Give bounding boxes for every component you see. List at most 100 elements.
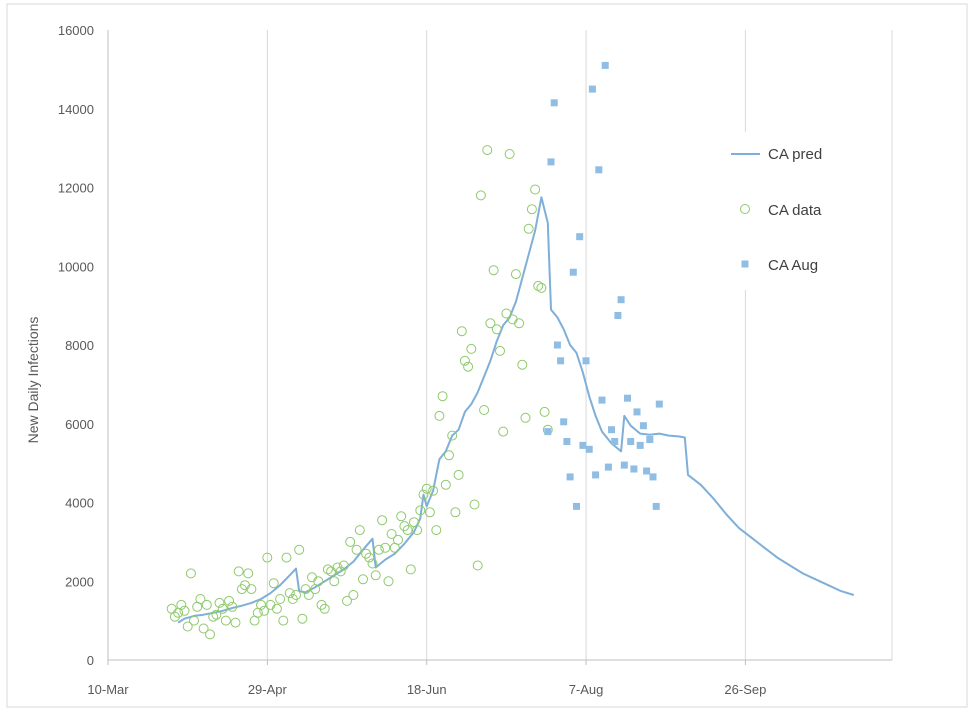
ca-data-point [533, 280, 544, 291]
x-tick-label: 7-Aug [569, 682, 604, 697]
ca-data-point [463, 361, 474, 372]
x-tick-label: 18-Jun [407, 682, 447, 697]
ca-aug-point [639, 422, 647, 430]
ca-data-point [488, 265, 499, 276]
series-ca-pred [177, 196, 855, 624]
ca-aug-point [617, 296, 625, 304]
ca-data-point [313, 576, 324, 587]
ca-aug-point [595, 166, 603, 174]
ca-data-point [498, 426, 509, 437]
ca-aug-point [655, 400, 663, 408]
ca-data-point [300, 584, 311, 595]
ca-aug-point [544, 428, 552, 436]
y-tick-label: 16000 [58, 23, 94, 38]
y-tick-label: 10000 [58, 259, 94, 274]
ca-data-point [278, 615, 289, 626]
ca-data-point [364, 552, 375, 563]
ca-data-point [284, 588, 295, 599]
ca-aug-point [608, 426, 615, 434]
ca-aug-point [611, 438, 619, 445]
y-tick-label: 12000 [58, 181, 94, 196]
ca-data-point [405, 564, 416, 575]
ca-data-point [510, 269, 521, 280]
ca-pred-line [177, 196, 855, 624]
ca-data-point [383, 576, 394, 587]
ca-data-point [338, 560, 349, 571]
ca-data-point [386, 529, 397, 539]
axes [107, 30, 892, 665]
ca-data-point [367, 558, 378, 569]
ca-data-point [440, 479, 451, 490]
ca-data-point [329, 576, 340, 587]
ca-data-point [479, 405, 490, 415]
ca-data-point [224, 595, 235, 606]
legend-label: CA pred [768, 146, 822, 163]
legend-label: CA data [768, 202, 822, 219]
ca-data-point [275, 594, 286, 604]
ca-data-point [176, 599, 187, 610]
ca-aug-point [579, 441, 587, 449]
ca-data-point [539, 406, 550, 417]
ca-aug-point [573, 502, 580, 510]
y-tick-label: 0 [87, 653, 94, 668]
ca-data-point [373, 544, 384, 555]
ca-data-point [348, 590, 359, 600]
ca-data-point [466, 343, 477, 354]
ca-data-point [517, 359, 528, 370]
ca-aug-point [582, 357, 590, 365]
ca-data-point [469, 499, 480, 510]
ca-aug-point [643, 467, 651, 475]
ca-data-point [214, 597, 225, 608]
legend-label: CA Aug [768, 257, 818, 274]
ca-data-point [424, 507, 435, 518]
ca-data-point [514, 318, 525, 329]
ca-data-point [526, 204, 537, 215]
ca-data-point [370, 570, 381, 581]
ca-aug-point [604, 463, 612, 471]
ca-data-point [472, 560, 483, 571]
ca-data-point [230, 617, 241, 628]
ca-data-point [342, 595, 352, 606]
series-ca-data [166, 145, 553, 640]
ca-data-point [297, 613, 308, 624]
ca-aug-point [547, 158, 555, 166]
ca-data-point [211, 609, 222, 620]
ca-aug-point [627, 438, 635, 445]
ca-data-point [431, 525, 442, 536]
ca-data-point [447, 430, 458, 441]
ca-data-point [444, 450, 454, 461]
ca-data-point [495, 345, 505, 356]
ca-data-point [303, 590, 314, 600]
ca-data-point [189, 615, 199, 626]
ca-data-point [491, 324, 502, 335]
ca-data-point [450, 507, 461, 518]
ca-data-point [434, 410, 445, 421]
ca-data-point [259, 605, 270, 616]
ca-data-point [396, 511, 407, 522]
ca-data-point [319, 603, 330, 614]
ca-data-point [412, 525, 423, 536]
ca-data-point [227, 601, 238, 612]
ca-data-point [262, 552, 273, 563]
ca-data-point [536, 282, 547, 293]
ca-data-point [354, 525, 365, 536]
ca-data-point [201, 599, 212, 610]
ca-aug-point [598, 396, 606, 404]
ca-data-point [182, 621, 193, 632]
ca-data-point [233, 566, 244, 577]
ca-data-point [358, 574, 368, 585]
ca-data-point [195, 594, 206, 604]
series-ca-aug [544, 61, 663, 510]
ca-data-point [421, 483, 432, 494]
ca-aug-point [588, 85, 596, 93]
tick-labels: 0 2000 4000 6000 8000 10000 12000 14000 16000 10-… [58, 23, 767, 697]
ca-data-point [504, 149, 515, 159]
ca-aug-point [557, 357, 565, 365]
legend-swatch-aug [741, 260, 749, 268]
ca-aug-point [633, 408, 641, 416]
ca-data-point [459, 355, 470, 366]
ca-data-point [185, 568, 196, 579]
ca-aug-point [560, 418, 568, 426]
y-tick-label: 2000 [65, 574, 94, 589]
ca-data-point [456, 326, 467, 337]
